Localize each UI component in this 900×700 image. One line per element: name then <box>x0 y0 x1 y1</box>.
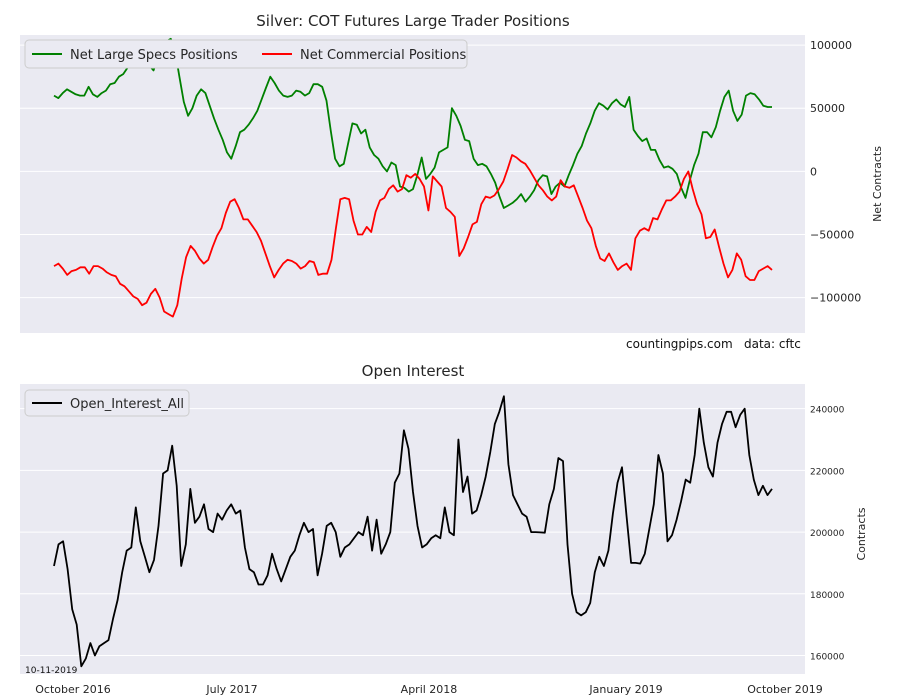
x-tick-label: October 2016 <box>35 683 111 696</box>
bottom-legend: Open_Interest_All <box>24 389 190 417</box>
series-line-1 <box>53 154 773 318</box>
x-tick-label: April 2018 <box>401 683 458 696</box>
x-tick-label: October 2019 <box>747 683 823 696</box>
credit-source: data: cftc <box>744 337 801 351</box>
top-gridlines <box>20 44 805 299</box>
top-y-axis-label: Net Contracts <box>871 146 884 222</box>
bottom-series-group <box>53 395 773 668</box>
x-tick-label: January 2019 <box>588 683 662 696</box>
y-tick-label: 0 <box>810 165 817 178</box>
bottom-chart-title: Open Interest <box>362 362 465 380</box>
credit-site: countingpips.com <box>626 337 733 351</box>
top-plot-area <box>20 35 805 333</box>
legend-label-open-interest: Open_Interest_All <box>70 397 184 412</box>
y-tick-label: 100000 <box>810 39 852 52</box>
x-tick-label: July 2017 <box>205 683 257 696</box>
y-tick-label: 200000 <box>810 529 845 539</box>
y-tick-label: 240000 <box>810 406 845 416</box>
bottom-y-tick-labels: 240000 220000 200000 180000 160000 <box>810 406 845 663</box>
top-y-tick-labels: 100000 50000 0 −50000 −100000 <box>810 39 861 305</box>
bottom-legend-box <box>24 389 190 417</box>
y-tick-label: 180000 <box>810 591 845 601</box>
legend-label-specs: Net Large Specs Positions <box>70 48 238 63</box>
top-legend: Net Large Specs Positions Net Commercial… <box>24 39 468 69</box>
y-tick-label: −100000 <box>810 292 861 305</box>
y-tick-label: 50000 <box>810 102 845 115</box>
y-tick-label: 220000 <box>810 467 845 477</box>
series-line-0 <box>53 395 773 668</box>
bottom-gridlines <box>20 408 805 656</box>
date-stamp: 10-11-2019 <box>25 666 78 676</box>
legend-label-commercial: Net Commercial Positions <box>300 48 466 63</box>
bottom-plot-area <box>20 384 805 674</box>
bottom-y-axis-label: Contracts <box>855 507 868 560</box>
top-chart-title: Silver: COT Futures Large Trader Positio… <box>256 12 570 30</box>
top-legend-box <box>24 39 468 69</box>
y-tick-label: 160000 <box>810 652 845 662</box>
bottom-x-tick-labels: October 2016 July 2017 April 2018 January 2… <box>35 683 823 696</box>
y-tick-label: −50000 <box>810 229 854 242</box>
